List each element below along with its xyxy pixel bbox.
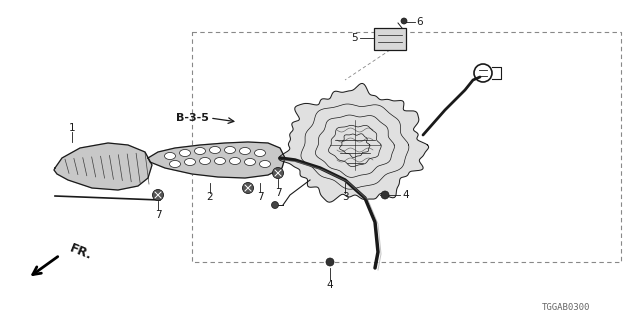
Polygon shape — [278, 84, 429, 202]
Ellipse shape — [239, 148, 250, 155]
Circle shape — [152, 189, 163, 201]
Ellipse shape — [184, 158, 195, 165]
Ellipse shape — [164, 153, 175, 159]
Text: 7: 7 — [257, 192, 263, 202]
Circle shape — [326, 258, 334, 266]
Ellipse shape — [170, 161, 180, 167]
Ellipse shape — [209, 147, 221, 154]
Text: FR.: FR. — [68, 242, 94, 262]
Polygon shape — [54, 143, 152, 190]
Text: TGGAB0300: TGGAB0300 — [541, 303, 590, 312]
Ellipse shape — [179, 149, 191, 156]
Ellipse shape — [200, 157, 211, 164]
Circle shape — [243, 182, 253, 194]
Circle shape — [381, 191, 389, 199]
Text: 6: 6 — [417, 17, 423, 27]
Text: 1: 1 — [68, 123, 76, 133]
Ellipse shape — [195, 148, 205, 155]
Text: 5: 5 — [351, 33, 357, 43]
Ellipse shape — [230, 157, 241, 164]
Text: 4: 4 — [326, 280, 333, 290]
Bar — [374, 28, 406, 50]
Text: 2: 2 — [207, 192, 213, 202]
Text: 7: 7 — [275, 188, 282, 198]
Ellipse shape — [225, 147, 236, 154]
Text: 3: 3 — [342, 192, 348, 202]
Bar — [192, 32, 621, 262]
Ellipse shape — [244, 158, 255, 165]
Ellipse shape — [214, 157, 225, 164]
Ellipse shape — [259, 161, 271, 167]
Circle shape — [273, 167, 284, 179]
Text: B-3-5: B-3-5 — [175, 113, 209, 123]
Text: 7: 7 — [155, 210, 161, 220]
Circle shape — [401, 18, 407, 24]
Polygon shape — [148, 142, 285, 178]
Ellipse shape — [255, 149, 266, 156]
Text: 4: 4 — [403, 190, 410, 200]
Circle shape — [271, 202, 278, 209]
